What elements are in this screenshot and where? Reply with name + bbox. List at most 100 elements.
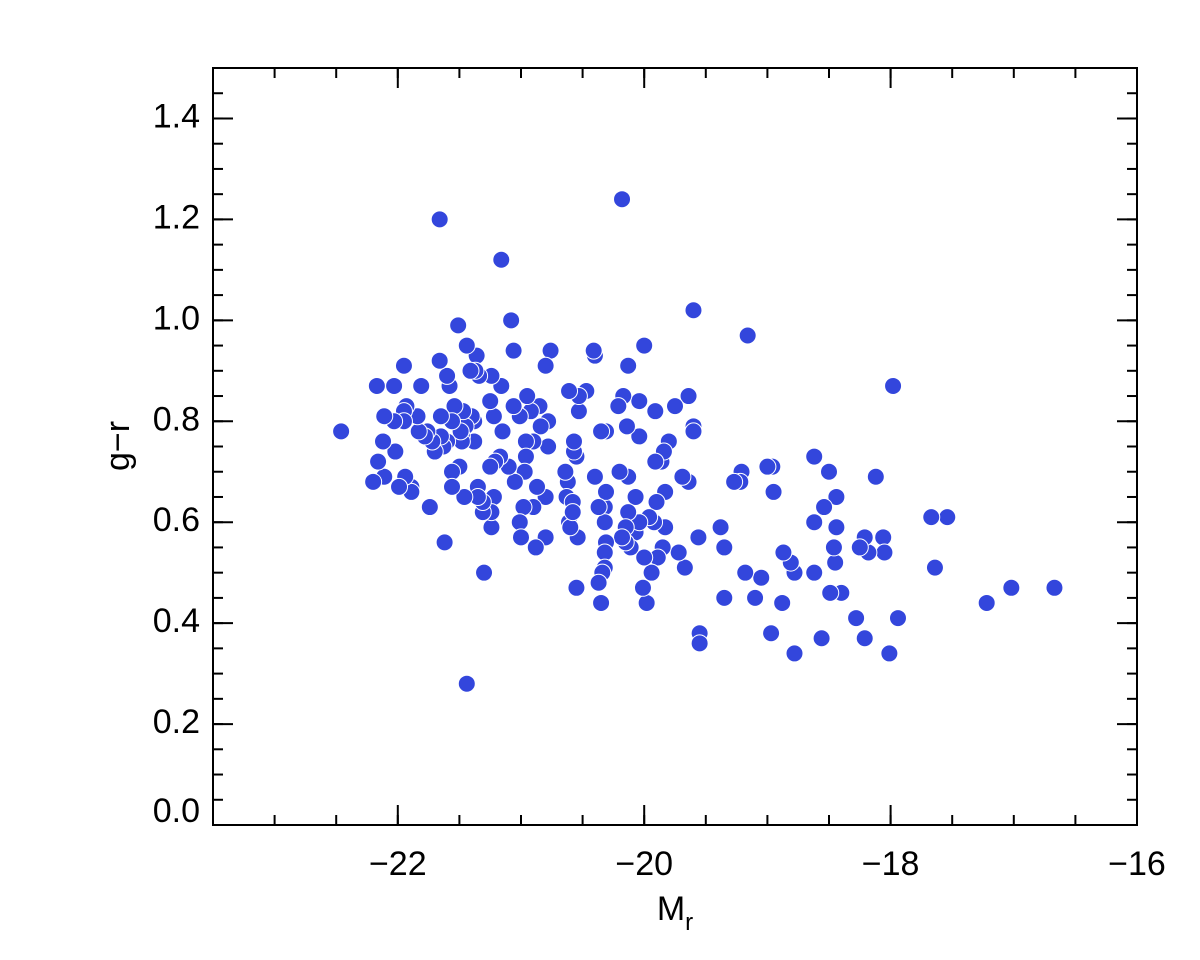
data-point	[626, 487, 645, 506]
data-point	[493, 422, 512, 441]
data-point	[409, 422, 428, 441]
data-point	[847, 609, 866, 628]
x-axis-label: Mr	[657, 890, 693, 936]
data-point	[449, 316, 468, 335]
data-point	[752, 568, 771, 587]
data-point	[773, 593, 792, 612]
data-point	[977, 593, 996, 612]
data-point	[758, 457, 777, 476]
data-point	[617, 417, 636, 436]
data-point	[619, 503, 638, 522]
data-point	[564, 432, 583, 451]
data-point	[646, 452, 665, 471]
data-point	[746, 588, 765, 607]
data-point	[560, 381, 579, 400]
data-point	[541, 341, 560, 360]
data-point	[430, 210, 449, 229]
y-tick-label: 0.2	[153, 703, 200, 741]
data-point	[874, 528, 893, 547]
data-point	[585, 467, 604, 486]
data-point	[431, 407, 450, 426]
y-tick-label: 0.6	[153, 501, 200, 539]
data-point	[666, 397, 684, 416]
data-point	[481, 457, 500, 476]
data-point	[536, 356, 555, 375]
data-point	[1002, 578, 1021, 597]
data-point	[516, 432, 535, 451]
data-point	[589, 498, 608, 517]
data-point	[689, 528, 708, 547]
data-point	[512, 528, 530, 547]
data-point	[569, 402, 588, 421]
data-point	[884, 376, 903, 395]
data-point	[679, 387, 698, 406]
data-point	[826, 553, 845, 572]
data-point	[821, 583, 840, 602]
data-point	[875, 543, 894, 562]
data-point	[375, 407, 394, 426]
x-tick-label: −22	[369, 845, 427, 883]
data-point	[855, 629, 874, 648]
data-point	[690, 634, 709, 653]
data-point	[866, 467, 885, 486]
data-point	[390, 477, 409, 496]
y-axis-label: g−r	[99, 421, 137, 471]
data-point	[785, 644, 804, 663]
y-tick-label: 1.4	[153, 97, 200, 135]
data-point	[504, 341, 523, 360]
data-point	[420, 498, 439, 517]
data-point	[635, 548, 654, 567]
data-point	[455, 487, 474, 506]
data-point	[805, 563, 824, 582]
data-point	[482, 518, 501, 537]
data-point	[613, 190, 632, 209]
data-point	[369, 452, 388, 471]
data-point	[827, 518, 846, 537]
data-point	[516, 447, 535, 466]
data-point	[1045, 578, 1064, 597]
data-point	[492, 250, 511, 269]
x-tick-label: −18	[862, 845, 920, 883]
data-point	[725, 472, 744, 491]
data-point	[443, 462, 462, 481]
data-point	[675, 558, 694, 577]
data-point	[443, 477, 462, 496]
data-point	[435, 533, 454, 552]
data-point	[637, 593, 656, 612]
data-point	[461, 361, 480, 380]
data-point	[597, 482, 616, 501]
data-point	[386, 442, 405, 461]
data-point	[630, 392, 649, 411]
data-point	[922, 508, 941, 527]
data-point	[820, 462, 838, 481]
data-point	[385, 376, 404, 395]
data-point	[715, 588, 734, 607]
data-point	[567, 578, 586, 597]
y-tick-label: 1.0	[153, 299, 200, 337]
data-point	[635, 336, 654, 355]
data-point	[684, 301, 703, 320]
data-point	[609, 397, 628, 416]
data-point	[762, 624, 781, 643]
data-point	[738, 326, 757, 345]
data-point	[592, 593, 611, 612]
data-point	[595, 543, 614, 562]
data-point	[518, 387, 537, 406]
data-point	[642, 563, 661, 582]
x-tick-label: −16	[1108, 845, 1166, 883]
data-point	[505, 472, 524, 491]
y-tick-label: 1.2	[153, 198, 200, 236]
data-point	[764, 482, 783, 501]
data-point	[595, 513, 614, 532]
data-point	[815, 498, 834, 517]
data-point	[647, 493, 666, 512]
data-point	[502, 311, 521, 330]
data-point	[850, 538, 869, 557]
data-point	[880, 644, 899, 663]
data-point	[812, 629, 831, 648]
data-point	[592, 422, 611, 441]
data-point	[332, 422, 351, 441]
data-point	[938, 508, 957, 527]
data-point	[481, 392, 500, 411]
